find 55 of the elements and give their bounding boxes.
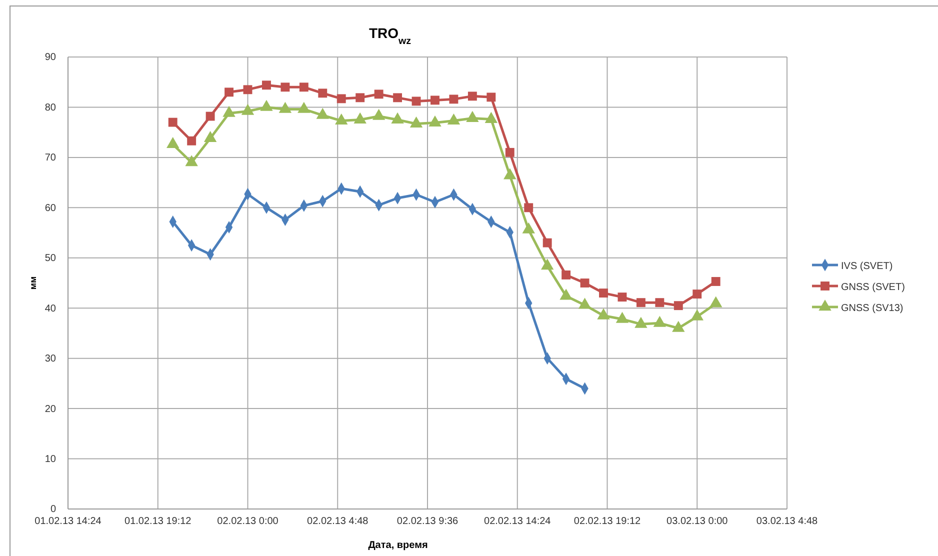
point (393, 93, 402, 102)
point (430, 96, 440, 105)
point (468, 92, 477, 101)
x-tick-label: 01.02.13 19:12 (124, 516, 192, 528)
point (168, 118, 178, 127)
point (206, 112, 215, 121)
legend-label: IVS (SVET) (841, 261, 893, 272)
y-tick-label: 70 (44, 152, 56, 164)
point (505, 148, 514, 157)
point (542, 238, 552, 248)
x-tick-label: 03.02.13 4:48 (756, 516, 818, 528)
point (262, 80, 271, 90)
point (187, 136, 196, 146)
y-axis-title: мм (28, 276, 38, 290)
point (674, 301, 683, 310)
x-tick-label: 01.02.13 14:24 (34, 516, 102, 528)
y-tick-label: 20 (44, 404, 56, 415)
point (524, 203, 534, 212)
point (599, 288, 608, 298)
point (318, 88, 328, 98)
chart-title: TRO$_{wz}$ (368, 25, 412, 46)
point (655, 298, 664, 308)
y-tick-label: 50 (44, 253, 56, 264)
point (486, 92, 496, 102)
point (224, 88, 234, 97)
legend-label: GNSS (SVET) (841, 282, 905, 293)
point (711, 277, 720, 286)
point (356, 93, 365, 102)
x-tick-label: 02.02.13 19:12 (574, 516, 642, 528)
y-tick-label: 0 (50, 504, 56, 516)
point (299, 82, 308, 92)
y-tick-label: 60 (44, 202, 56, 214)
point (618, 292, 627, 302)
point (280, 82, 290, 92)
x-tick-label: 03.02.13 0:00 (666, 516, 728, 528)
point (336, 94, 346, 104)
y-tick-label: 90 (44, 52, 56, 64)
point (636, 298, 646, 308)
x-axis-title: Дата, время (368, 540, 428, 551)
point (562, 270, 571, 280)
point (374, 90, 384, 99)
x-tick-label: 02.02.13 0:00 (217, 516, 279, 528)
point (580, 278, 590, 288)
y-tick-label: 10 (44, 454, 56, 465)
point (412, 96, 421, 106)
x-tick-label: 02.02.13 9:36 (396, 516, 459, 528)
x-tick-label: 02.02.13 4:48 (307, 516, 369, 528)
point (449, 94, 458, 104)
legend-label: GNSS (SV13) (841, 303, 904, 314)
point (692, 290, 702, 299)
y-tick-label: 40 (44, 303, 56, 314)
point (243, 85, 252, 94)
x-tick-label: 02.02.13 14:24 (484, 516, 552, 528)
y-tick-label: 30 (44, 354, 56, 365)
y-tick-label: 80 (44, 102, 56, 114)
